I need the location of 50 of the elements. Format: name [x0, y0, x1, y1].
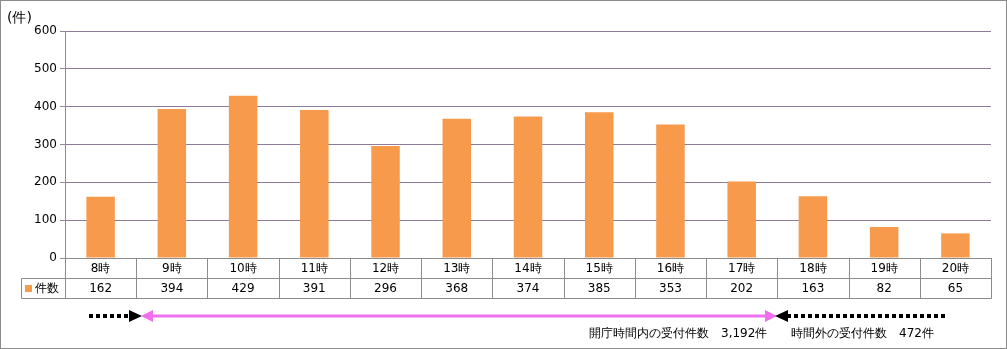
- data-label: 163: [801, 281, 825, 296]
- x-tick-label: 18時: [799, 261, 827, 276]
- data-label: 202: [730, 281, 754, 296]
- y-tick-label: 500: [34, 60, 57, 75]
- data-label: 82: [876, 281, 892, 296]
- y-tick-label: 400: [34, 98, 57, 113]
- bar: [656, 124, 685, 258]
- data-label: 374: [516, 281, 540, 296]
- y-tick-label: 300: [34, 136, 57, 151]
- x-tick-label: 17時: [728, 261, 756, 276]
- data-label: 429: [231, 281, 255, 296]
- y-axis-title: (件): [7, 9, 32, 27]
- bar: [86, 196, 115, 258]
- legend-label: 件数: [35, 281, 59, 296]
- x-tick-label: 9時: [162, 261, 182, 276]
- bar: [798, 196, 828, 258]
- x-tick-label: 11時: [300, 261, 328, 276]
- data-label: 394: [160, 281, 184, 296]
- bar: [300, 110, 329, 258]
- data-label: 162: [89, 281, 113, 296]
- x-tick-label: 12時: [371, 261, 400, 276]
- bar: [157, 108, 187, 258]
- data-label: 391: [302, 281, 326, 296]
- x-tick-label: 8時: [90, 261, 111, 276]
- text: 時間外の受付件数 472件: [791, 325, 934, 342]
- bar: [584, 112, 614, 258]
- y-tick-label: 0: [49, 250, 57, 265]
- text: 開庁時間内の受付件数 3,192件: [589, 325, 768, 342]
- x-tick-label: 19時: [870, 261, 898, 276]
- x-tick-label: 16時: [656, 261, 685, 276]
- x-tick-label: 10時: [229, 261, 257, 276]
- x-tick-label: 15時: [585, 261, 613, 276]
- data-label: 296: [374, 281, 397, 296]
- data-label: 65: [947, 281, 964, 296]
- y-tick-label: 200: [34, 174, 57, 189]
- bar: [442, 118, 472, 258]
- x-tick-label: 20時: [941, 261, 970, 276]
- bar: [371, 146, 400, 258]
- x-tick-label: 13時: [443, 261, 471, 276]
- data-label: 368: [445, 281, 469, 296]
- bar: [869, 226, 899, 258]
- data-label: 385: [587, 281, 611, 296]
- bar: [228, 95, 258, 258]
- bar: [513, 116, 543, 258]
- y-tick-label: 600: [34, 23, 57, 38]
- data-label: 353: [659, 281, 682, 296]
- x-tick-label: 14時: [514, 261, 542, 276]
- y-tick-label: 100: [34, 212, 57, 227]
- bar: [941, 233, 970, 258]
- bar: [727, 181, 756, 258]
